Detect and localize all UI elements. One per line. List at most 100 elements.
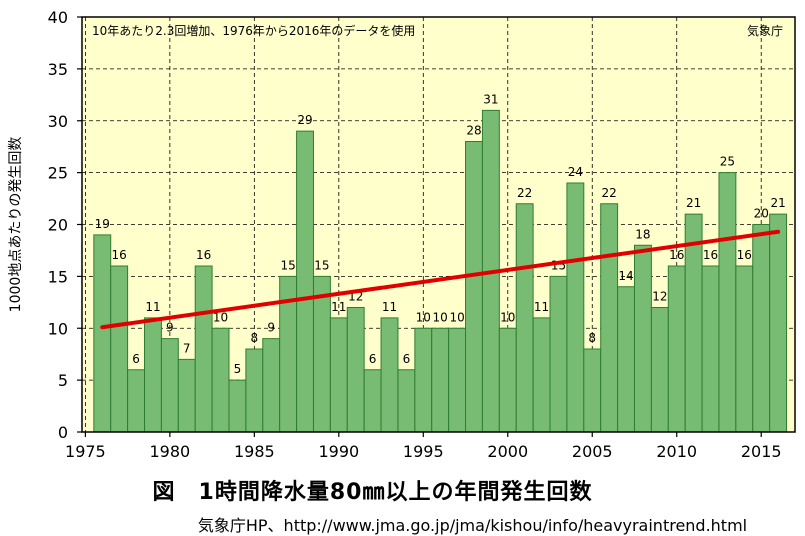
bar-value-label: 9	[166, 321, 174, 335]
y-tick-label: 5	[58, 371, 68, 390]
bar	[532, 317, 551, 433]
bar-value-label: 11	[145, 300, 160, 314]
bar	[752, 224, 771, 433]
x-tick-label: 1980	[149, 442, 190, 461]
bar-value-label: 28	[466, 124, 481, 138]
bar-value-label: 14	[618, 269, 633, 283]
bar	[211, 327, 230, 433]
bar	[93, 234, 112, 433]
bar	[127, 369, 146, 433]
bar-value-label: 6	[403, 352, 411, 366]
trend-line	[100, 229, 781, 330]
bar	[617, 286, 635, 433]
y-tick-label: 40	[48, 8, 68, 27]
bar	[549, 275, 568, 433]
bar-value-label: 15	[280, 258, 295, 272]
bar-value-label: 12	[652, 290, 667, 304]
bar	[110, 265, 129, 433]
bar	[245, 348, 264, 433]
bar-value-label: 6	[369, 352, 377, 366]
bar	[667, 265, 686, 433]
x-tick-label: 2000	[487, 442, 528, 461]
y-tick-label: 20	[48, 216, 68, 235]
bar-value-label: 22	[602, 186, 617, 200]
bar	[600, 203, 619, 433]
bar-value-label: 16	[737, 248, 752, 262]
bar	[718, 172, 737, 433]
bar-value-label: 10	[416, 310, 431, 324]
bar	[566, 182, 585, 433]
bar-value-label: 22	[517, 186, 532, 200]
bar	[397, 369, 416, 433]
trend-line-group	[100, 229, 781, 330]
y-tick-label: 25	[48, 164, 68, 183]
bar-value-label: 10	[433, 310, 448, 324]
x-tick-label: 2015	[741, 442, 782, 461]
bar-value-label: 16	[196, 248, 211, 262]
x-tick-label: 1990	[318, 442, 359, 461]
x-tick-label: 1975	[65, 442, 106, 461]
bar	[701, 265, 720, 433]
bar-value-label: 5	[234, 362, 242, 376]
bar	[498, 327, 517, 433]
bar	[684, 213, 703, 433]
bar-value-label: 10	[449, 310, 464, 324]
bar	[650, 307, 669, 433]
bar-value-label: 8	[588, 331, 596, 345]
bar	[448, 327, 467, 433]
bar-value-label: 18	[635, 227, 650, 241]
bar-value-label: 21	[770, 196, 785, 210]
bar-value-label: 11	[534, 300, 549, 314]
bar	[329, 317, 348, 433]
y-tick-label: 30	[48, 112, 68, 131]
bar-value-label: 11	[382, 300, 397, 314]
bar-value-label: 10	[500, 310, 515, 324]
bar	[769, 213, 788, 433]
bar	[515, 203, 534, 433]
bar-value-label: 21	[686, 196, 701, 210]
bars	[93, 109, 788, 433]
bar	[296, 130, 314, 433]
source-mark: 気象庁	[747, 23, 783, 38]
bar-value-label: 8	[251, 331, 259, 345]
bar	[414, 327, 433, 433]
bar-value-label: 29	[297, 113, 312, 127]
bar-value-label: 15	[314, 258, 329, 272]
bar	[380, 317, 399, 433]
x-tick-label: 1995	[403, 442, 444, 461]
y-tick-labels: 0 5 10 15 20 25 30 35 40	[48, 8, 82, 442]
x-tick-label: 2010	[656, 442, 697, 461]
bar	[194, 265, 213, 433]
x-tick-label: 1985	[234, 442, 275, 461]
bar-value-label: 16	[669, 248, 684, 262]
bar	[262, 338, 281, 433]
bar	[177, 358, 196, 433]
bar-value-label: 19	[95, 217, 110, 231]
bar	[144, 317, 162, 433]
bar	[312, 275, 331, 433]
bar	[735, 265, 754, 433]
bar-value-label: 25	[720, 155, 735, 169]
chart-note: 10年あたり2.3回増加、1976年から2016年のデータを使用	[92, 23, 415, 38]
bar-value-label: 10	[213, 310, 228, 324]
bar-value-label: 24	[568, 165, 583, 179]
y-tick-label: 10	[48, 319, 68, 338]
bar	[346, 307, 365, 433]
x-tick-labels: 1975 1980 1985 1990 1995 2000 2005 2010 2015	[65, 432, 782, 461]
bar-value-label: 7	[183, 341, 191, 355]
y-tick-label: 15	[48, 267, 68, 286]
y-tick-label: 0	[58, 423, 68, 442]
y-axis-label: 1000地点あたりの発生回数	[8, 137, 24, 313]
figure-caption: 図 1時間降水量80㎜以上の年間発生回数	[152, 480, 593, 505]
bar	[363, 369, 382, 433]
bar	[465, 141, 483, 433]
bar-value-label: 20	[754, 207, 769, 221]
bar-value-label: 16	[703, 248, 718, 262]
y-tick-label: 35	[48, 60, 68, 79]
bar-value-label: 9	[267, 321, 275, 335]
bar	[228, 379, 247, 433]
source-url: 気象庁HP、http://www.jma.go.jp/jma/kishou/in…	[197, 516, 748, 535]
bar	[583, 348, 602, 433]
